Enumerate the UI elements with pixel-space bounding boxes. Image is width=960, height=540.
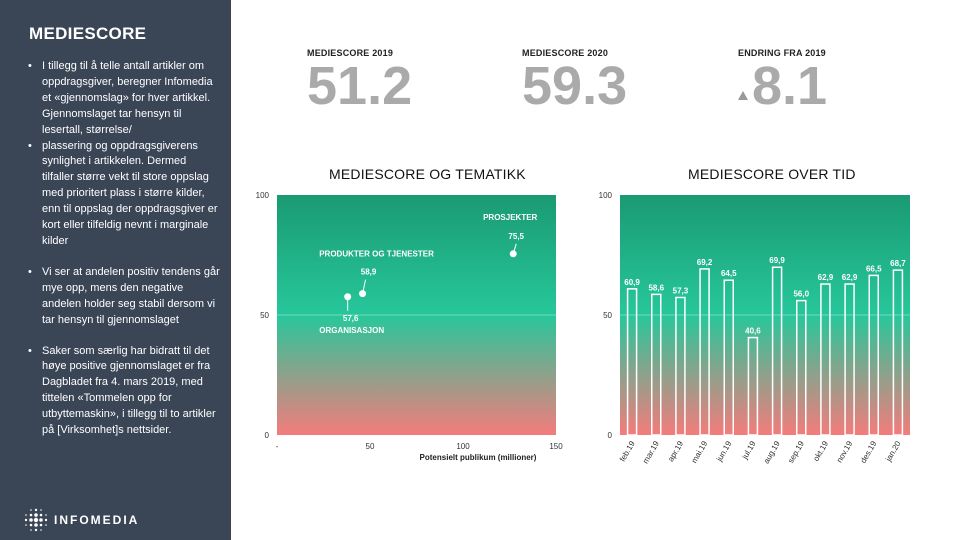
sidebar-bullet: I tillegg til å telle antall artikler om… (26, 59, 221, 139)
x-tick-label: aug.19 (762, 439, 782, 465)
x-axis-label: Potensielt publikum (millioner) (420, 453, 537, 462)
point-value-label: 58,9 (361, 268, 377, 277)
sidebar-bullet-list: I tillegg til å telle antall artikler om… (26, 59, 221, 454)
x-tick-label: apr.19 (666, 439, 685, 463)
bar-value-label: 66,5 (866, 264, 882, 273)
point-category-label: ORGANISASJON (319, 326, 384, 335)
infomedia-logo-icon (24, 508, 48, 532)
kpi-value: 51.2 (307, 56, 413, 116)
x-tick-label: mar.19 (641, 439, 661, 465)
sidebar: MEDIESCORE I tillegg til å telle antall … (0, 0, 231, 540)
x-tick-label: nov.19 (835, 439, 855, 464)
bar-value-label: 64,5 (721, 269, 737, 278)
scatter-chart-title: MEDIESCORE OG TEMATIKK (329, 166, 526, 182)
kpi-label: MEDIESCORE 2019 (307, 48, 394, 58)
bar-chart-title: MEDIESCORE OVER TID (688, 166, 856, 182)
bar-value-label: 68,7 (890, 259, 906, 268)
bar-value-label: 69,9 (769, 256, 785, 265)
kpi-label: ENDRING FRA 2019 (738, 48, 826, 58)
sidebar-bullet: Saker som særlig har bidratt til det høy… (26, 344, 221, 439)
x-tick-label: sep.19 (786, 439, 806, 465)
x-tick-label: jun.19 (714, 439, 733, 464)
y-tick-label: 100 (599, 191, 613, 200)
y-tick-label: 0 (265, 431, 270, 440)
kpi-mediescore-2020: MEDIESCORE 2020 59.3 (522, 48, 627, 116)
x-tick-label: okt.19 (811, 439, 830, 463)
kpi-label: MEDIESCORE 2020 (522, 48, 609, 58)
x-tick-label: jul.19 (740, 439, 758, 461)
sidebar-bullet: plassering og oppdragsgiverens synlighet… (26, 139, 221, 250)
point-value-label: 57,6 (343, 314, 359, 323)
y-tick-label: 100 (256, 191, 270, 200)
bar (675, 296, 686, 436)
x-tick-label: jan.20 (883, 439, 902, 464)
bar (844, 283, 855, 436)
bar-value-label: 40,6 (745, 327, 761, 336)
point-value-label: 75,5 (508, 232, 524, 241)
bar-value-label: 56,0 (793, 290, 809, 299)
bar (892, 269, 904, 436)
x-tick-label: feb.19 (618, 439, 637, 463)
point-category-label: PROSJEKTER (483, 213, 537, 222)
kpi-mediescore-2019: MEDIESCORE 2019 51.2 (307, 48, 412, 116)
bar (771, 266, 783, 436)
scatter-point (509, 250, 517, 258)
bar-value-label: 62,9 (842, 273, 858, 282)
point-category-label: PRODUKTER OG TJENESTER (319, 250, 434, 259)
scatter-point (344, 293, 352, 301)
kpi-value: 8.1 (738, 56, 827, 116)
bar-value-label: 57,3 (673, 286, 689, 295)
sidebar-title: MEDIESCORE (29, 24, 147, 43)
y-tick-label: 0 (608, 431, 613, 440)
x-tick-label: - (276, 442, 279, 451)
x-tick-label: 100 (456, 442, 470, 451)
plot-area (277, 195, 556, 435)
x-tick-label: des.19 (859, 439, 879, 465)
sidebar-bullet: Vi ser at andelen positiv tendens går my… (26, 265, 221, 329)
y-tick-label: 50 (603, 311, 612, 320)
bar-value-label: 58,6 (648, 283, 664, 292)
bar (626, 288, 638, 436)
bar-value-label: 62,9 (818, 273, 834, 282)
bar (796, 299, 807, 436)
x-tick-label: 150 (549, 442, 563, 451)
plot-area (620, 195, 910, 435)
bar (868, 274, 879, 436)
x-tick-label: mai.19 (690, 439, 710, 465)
bar-value-label: 60,9 (624, 278, 640, 287)
bar-value-label: 69,2 (697, 258, 713, 267)
scatter-point (359, 290, 367, 298)
kpi-change-from-2019: ENDRING FRA 2019 8.1 (738, 48, 827, 116)
logo-text: INFOMEDIA (54, 513, 140, 527)
kpi-value-number: 8.1 (752, 56, 828, 116)
bar (699, 268, 710, 436)
kpi-value: 59.3 (522, 56, 628, 116)
y-tick-label: 50 (260, 311, 269, 320)
up-arrow-icon (738, 91, 748, 100)
bar (723, 279, 734, 436)
bar (747, 336, 759, 436)
bar (651, 293, 662, 436)
bar (820, 283, 831, 436)
x-tick-label: 50 (366, 442, 375, 451)
